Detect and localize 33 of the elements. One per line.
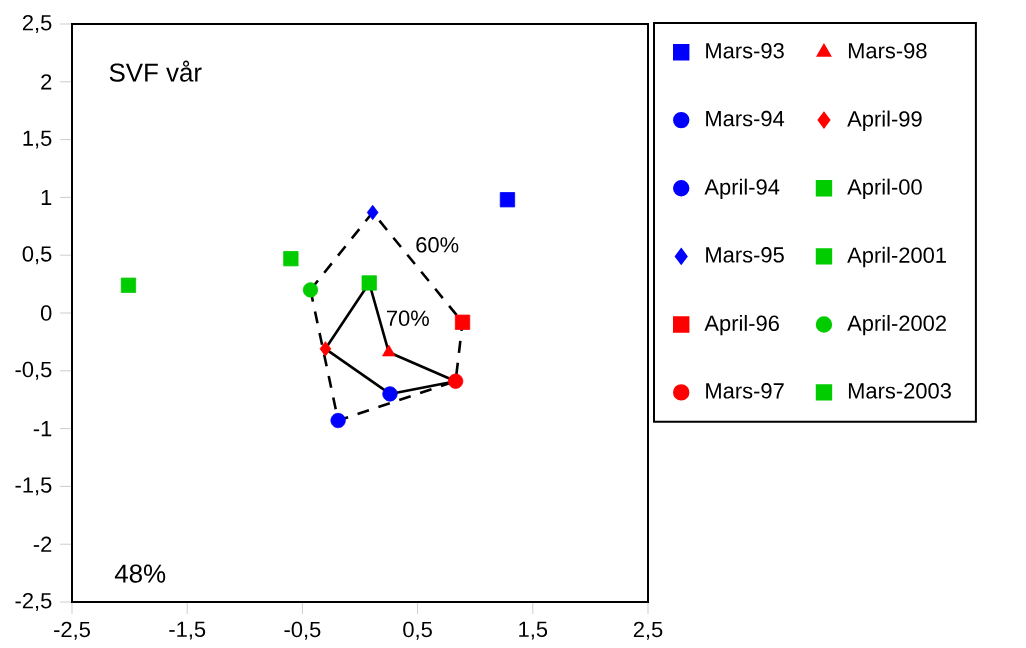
legend-label: Mars-2003: [848, 383, 951, 399]
legend-label: Mars-97: [706, 383, 784, 399]
y-tick-label: -1: [33, 421, 52, 437]
y-tick-label: 1,5: [23, 130, 52, 149]
legend-label: Mars-95: [706, 247, 784, 263]
y-tick-label: 1: [41, 189, 52, 205]
x-tick-label: -0,5: [284, 621, 321, 640]
annotation: SVF vår: [109, 60, 202, 82]
legend-label: April-96: [704, 314, 779, 336]
x-tick-label: -2,5: [54, 621, 90, 640]
legend-label: April-99: [847, 110, 922, 131]
y-tick-label: -0,5: [15, 361, 52, 380]
y-tick-label: 0,5: [22, 246, 52, 265]
x-tick-label: 2,5: [633, 621, 663, 640]
x-tick-label: 1,5: [519, 621, 548, 640]
legend-label: April-2002: [847, 314, 946, 336]
legend-label: April-2001: [847, 246, 946, 268]
annotation: 48%: [114, 564, 166, 583]
annotation: 70%: [387, 310, 429, 326]
x-tick-label: 0,5: [403, 621, 432, 640]
y-tick-label: -2: [33, 536, 52, 552]
y-tick-label: -2,5: [15, 592, 52, 612]
legend-label: Mars-93: [706, 43, 784, 59]
y-tick-label: 2: [41, 74, 52, 90]
annotation: 60%: [416, 237, 459, 253]
legend-label: April-00: [847, 178, 922, 200]
legend-label: Mars-98: [848, 43, 927, 59]
x-tick-label: -1,5: [169, 621, 206, 640]
legend-label: April-94: [704, 178, 780, 200]
legend-label: Mars-94: [706, 110, 785, 127]
y-tick-label: -1,5: [15, 477, 52, 496]
y-tick-label: 2,5: [22, 14, 52, 34]
y-tick-label: 0: [40, 305, 52, 321]
